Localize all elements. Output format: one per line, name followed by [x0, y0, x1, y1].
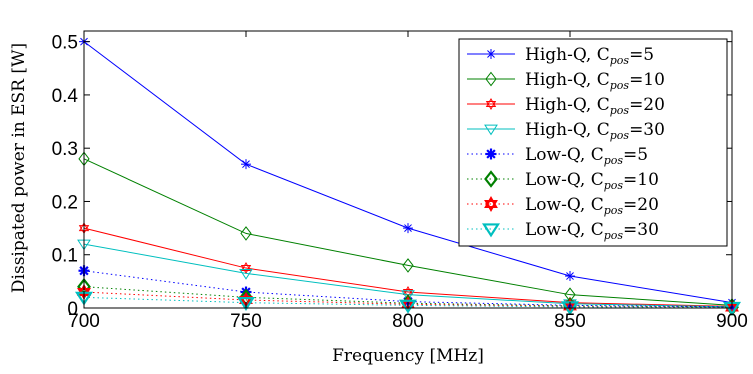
y-tick-label: 0.4 [52, 86, 79, 107]
legend-label: High-Q, Cpos=5 [525, 45, 654, 67]
y-tick-label: 0.2 [52, 192, 78, 213]
series-8-point-3 [398, 299, 418, 314]
legend-entry-7: Low-Q, Cpos=20 [467, 195, 659, 217]
y-axis-label: Dissipated power in ESR [W] [9, 43, 29, 293]
series-8-point-2 [236, 297, 256, 312]
x-tick-label: 700 [68, 311, 100, 332]
series-1-point-3 [403, 223, 413, 234]
series-2-line [83, 158, 733, 306]
y-tick-label: 0.1 [52, 246, 78, 267]
legend: High-Q, Cpos=5 High-Q, Cpos=10 High-Q, Cpo… [458, 38, 728, 247]
legend-label: High-Q, Cpos=20 [525, 95, 665, 117]
legend-entry-2: High-Q, Cpos=10 [467, 70, 665, 92]
legend-box [458, 38, 728, 247]
series-2-point-3 [402, 258, 414, 273]
series-4-point-2 [239, 268, 253, 280]
legend-label: High-Q, Cpos=30 [525, 120, 665, 142]
legend-label: Low-Q, Cpos=30 [525, 220, 659, 242]
legend-swatch-marker [485, 98, 497, 110]
axis-ticks: 700 750 800 850 900 0 0.1 0.2 0.3 0.4 0.5 [52, 31, 748, 332]
legend-entry-6: Low-Q, Cpos=10 [467, 170, 659, 192]
y-tick-label: 0.3 [52, 139, 78, 160]
legend-label: Low-Q, Cpos=5 [525, 145, 648, 167]
series-3-line [83, 227, 733, 307]
x-tick-label: 900 [716, 311, 748, 332]
legend-entry-3: High-Q, Cpos=20 [467, 95, 665, 117]
legend-swatch-marker [485, 71, 497, 87]
series-4-point-3 [401, 290, 415, 302]
series-2-point-2 [240, 226, 252, 241]
legend-swatch-marker [484, 196, 498, 212]
x-tick-label: 800 [392, 311, 424, 332]
series-1-point-4 [565, 271, 575, 282]
series-1-point-2 [241, 159, 251, 170]
x-tick-label: 750 [230, 311, 262, 332]
legend-swatch-marker [484, 170, 498, 188]
legend-swatch-marker [486, 49, 496, 59]
y-tick-label: 0.5 [52, 33, 78, 54]
legend-label: Low-Q, Cpos=10 [525, 170, 659, 192]
legend-entry-4: High-Q, Cpos=30 [467, 120, 665, 142]
series-5-line [83, 270, 733, 308]
x-axis-label: Frequency [MHz] [332, 346, 484, 366]
legend-label: High-Q, Cpos=10 [525, 70, 665, 92]
legend-label: Low-Q, Cpos=20 [525, 195, 659, 217]
legend-entry-8: Low-Q, Cpos=30 [467, 220, 659, 242]
legend-swatch-marker [481, 223, 501, 238]
legend-swatch-marker [485, 148, 497, 160]
legend-swatch-marker [484, 124, 498, 136]
x-tick-label: 850 [554, 311, 586, 332]
y-tick-label: 0 [67, 299, 78, 320]
